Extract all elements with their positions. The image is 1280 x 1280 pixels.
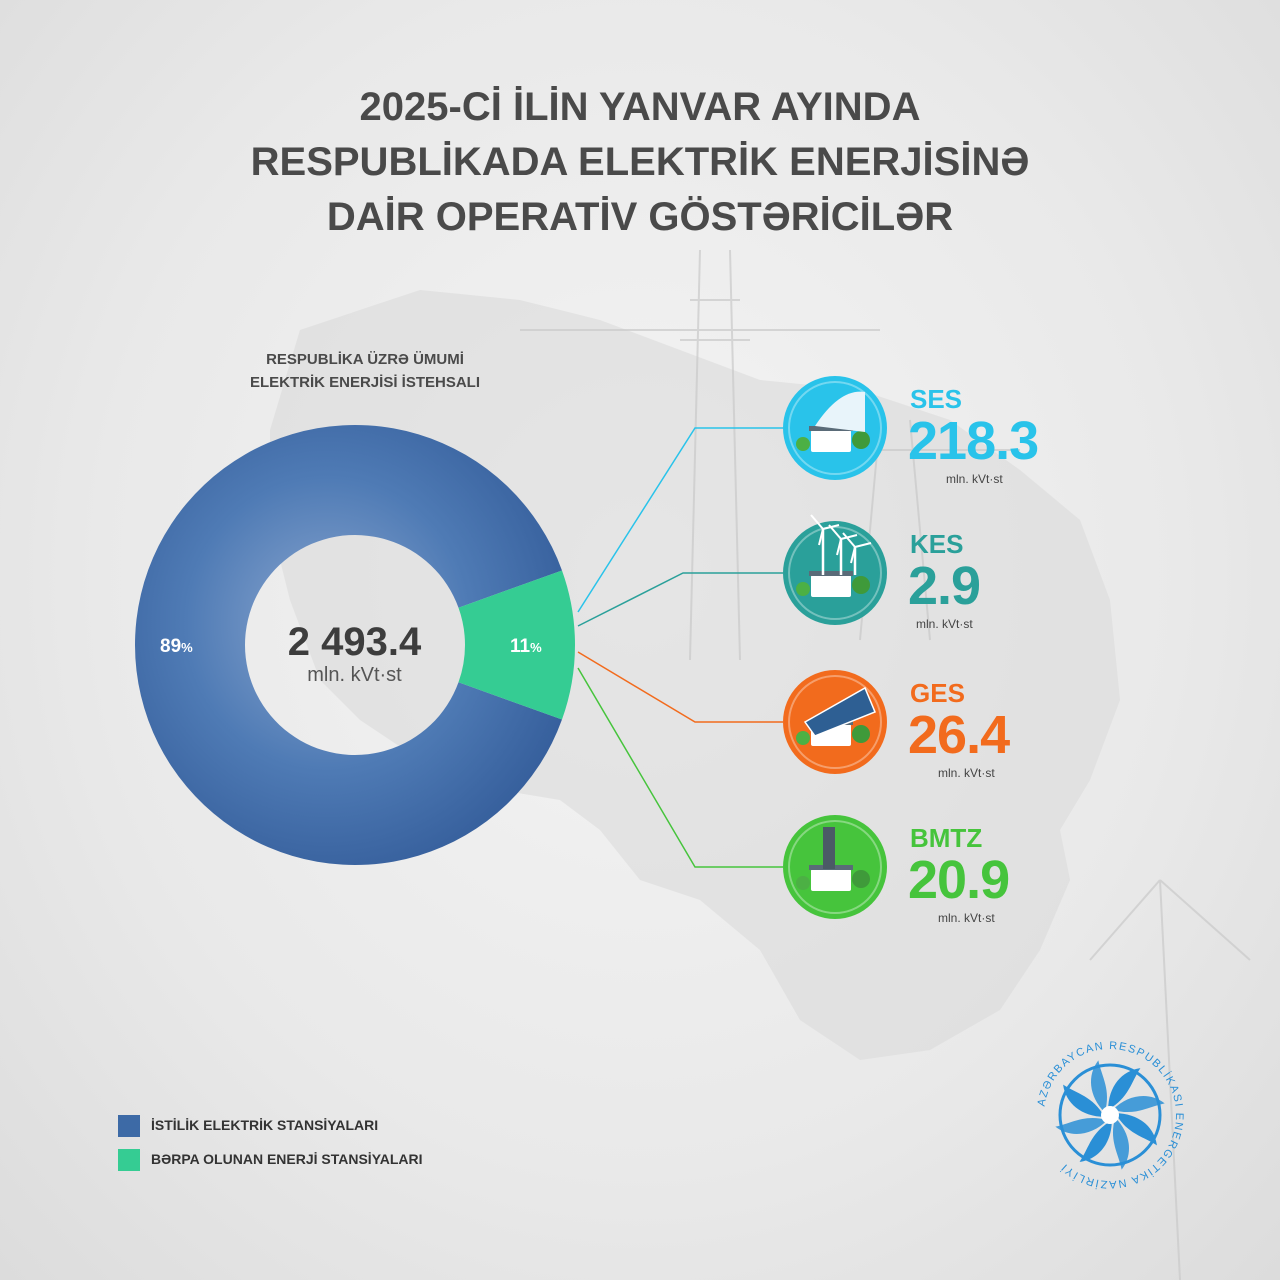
chart-title: RESPUBLİKA ÜZRƏ ÜMUMİ ELEKTRİK ENERJİSİ … bbox=[180, 348, 550, 394]
legend-swatch-renewable bbox=[118, 1149, 140, 1171]
connector-ges bbox=[577, 651, 783, 723]
slice-renewable bbox=[458, 570, 575, 720]
legend-label-thermal: İSTİLİK ELEKTRİK STANSİYALARI bbox=[151, 1117, 379, 1133]
ministry-logo: AZƏRBAYCAN RESPUBLİKASI ENERGETİKA NAZİR… bbox=[1036, 1040, 1184, 1190]
title-line-3: DAİR OPERATİV GÖSTƏRİCİLƏR bbox=[326, 195, 954, 239]
stat-unit: mln. kVt·st bbox=[938, 911, 995, 925]
stat-unit: mln. kVt·st bbox=[938, 766, 995, 780]
stat-name: GES bbox=[910, 678, 965, 708]
title-line-1: 2025-Cİ İLİN YANVAR AYINDA bbox=[359, 85, 921, 129]
wind-turbine-icon bbox=[783, 514, 887, 625]
stat-unit: mln. kVt·st bbox=[916, 617, 973, 631]
title-line-2: RESPUBLİKADA ELEKTRİK ENERJİSİNƏ bbox=[250, 140, 1030, 184]
total-value: 2 493.4 bbox=[287, 620, 422, 664]
legend-label-renewable: BƏRPA OLUNAN ENERJİ STANSİYALARI bbox=[151, 1151, 423, 1167]
percent-label-thermal: 89% bbox=[160, 636, 193, 657]
stat-value: 2.9 bbox=[908, 556, 981, 616]
connector-bmtz bbox=[577, 667, 783, 868]
connector-kes bbox=[577, 572, 783, 627]
stat-unit: mln. kVt·st bbox=[946, 472, 1003, 486]
slice-thermal bbox=[134, 424, 562, 865]
connector-ses bbox=[577, 427, 783, 613]
legend-swatch-thermal bbox=[118, 1115, 140, 1137]
page-title: 2025-Cİ İLİN YANVAR AYINDA RESPUBLİKADA … bbox=[0, 80, 1280, 245]
chart-title-line-2: ELEKTRİK ENERJİSİ İSTEHSALI bbox=[249, 374, 481, 391]
stat-name: KES bbox=[910, 529, 964, 559]
waste-plant-icon bbox=[783, 815, 887, 919]
stat-value: 20.9 bbox=[908, 850, 1010, 910]
stat-value: 26.4 bbox=[908, 705, 1010, 765]
stat-name: BMTZ bbox=[910, 823, 983, 853]
stat-name: SES bbox=[910, 384, 963, 414]
chart-title-line-1: RESPUBLİKA ÜZRƏ ÜMUMİ bbox=[266, 351, 464, 368]
total-unit: mln. kVt·st bbox=[307, 664, 402, 686]
percent-label-renewable: 11% bbox=[510, 636, 542, 657]
solar-panel-icon bbox=[783, 670, 887, 774]
hydro-dam-icon bbox=[783, 376, 887, 480]
stat-value: 218.3 bbox=[908, 411, 1039, 471]
